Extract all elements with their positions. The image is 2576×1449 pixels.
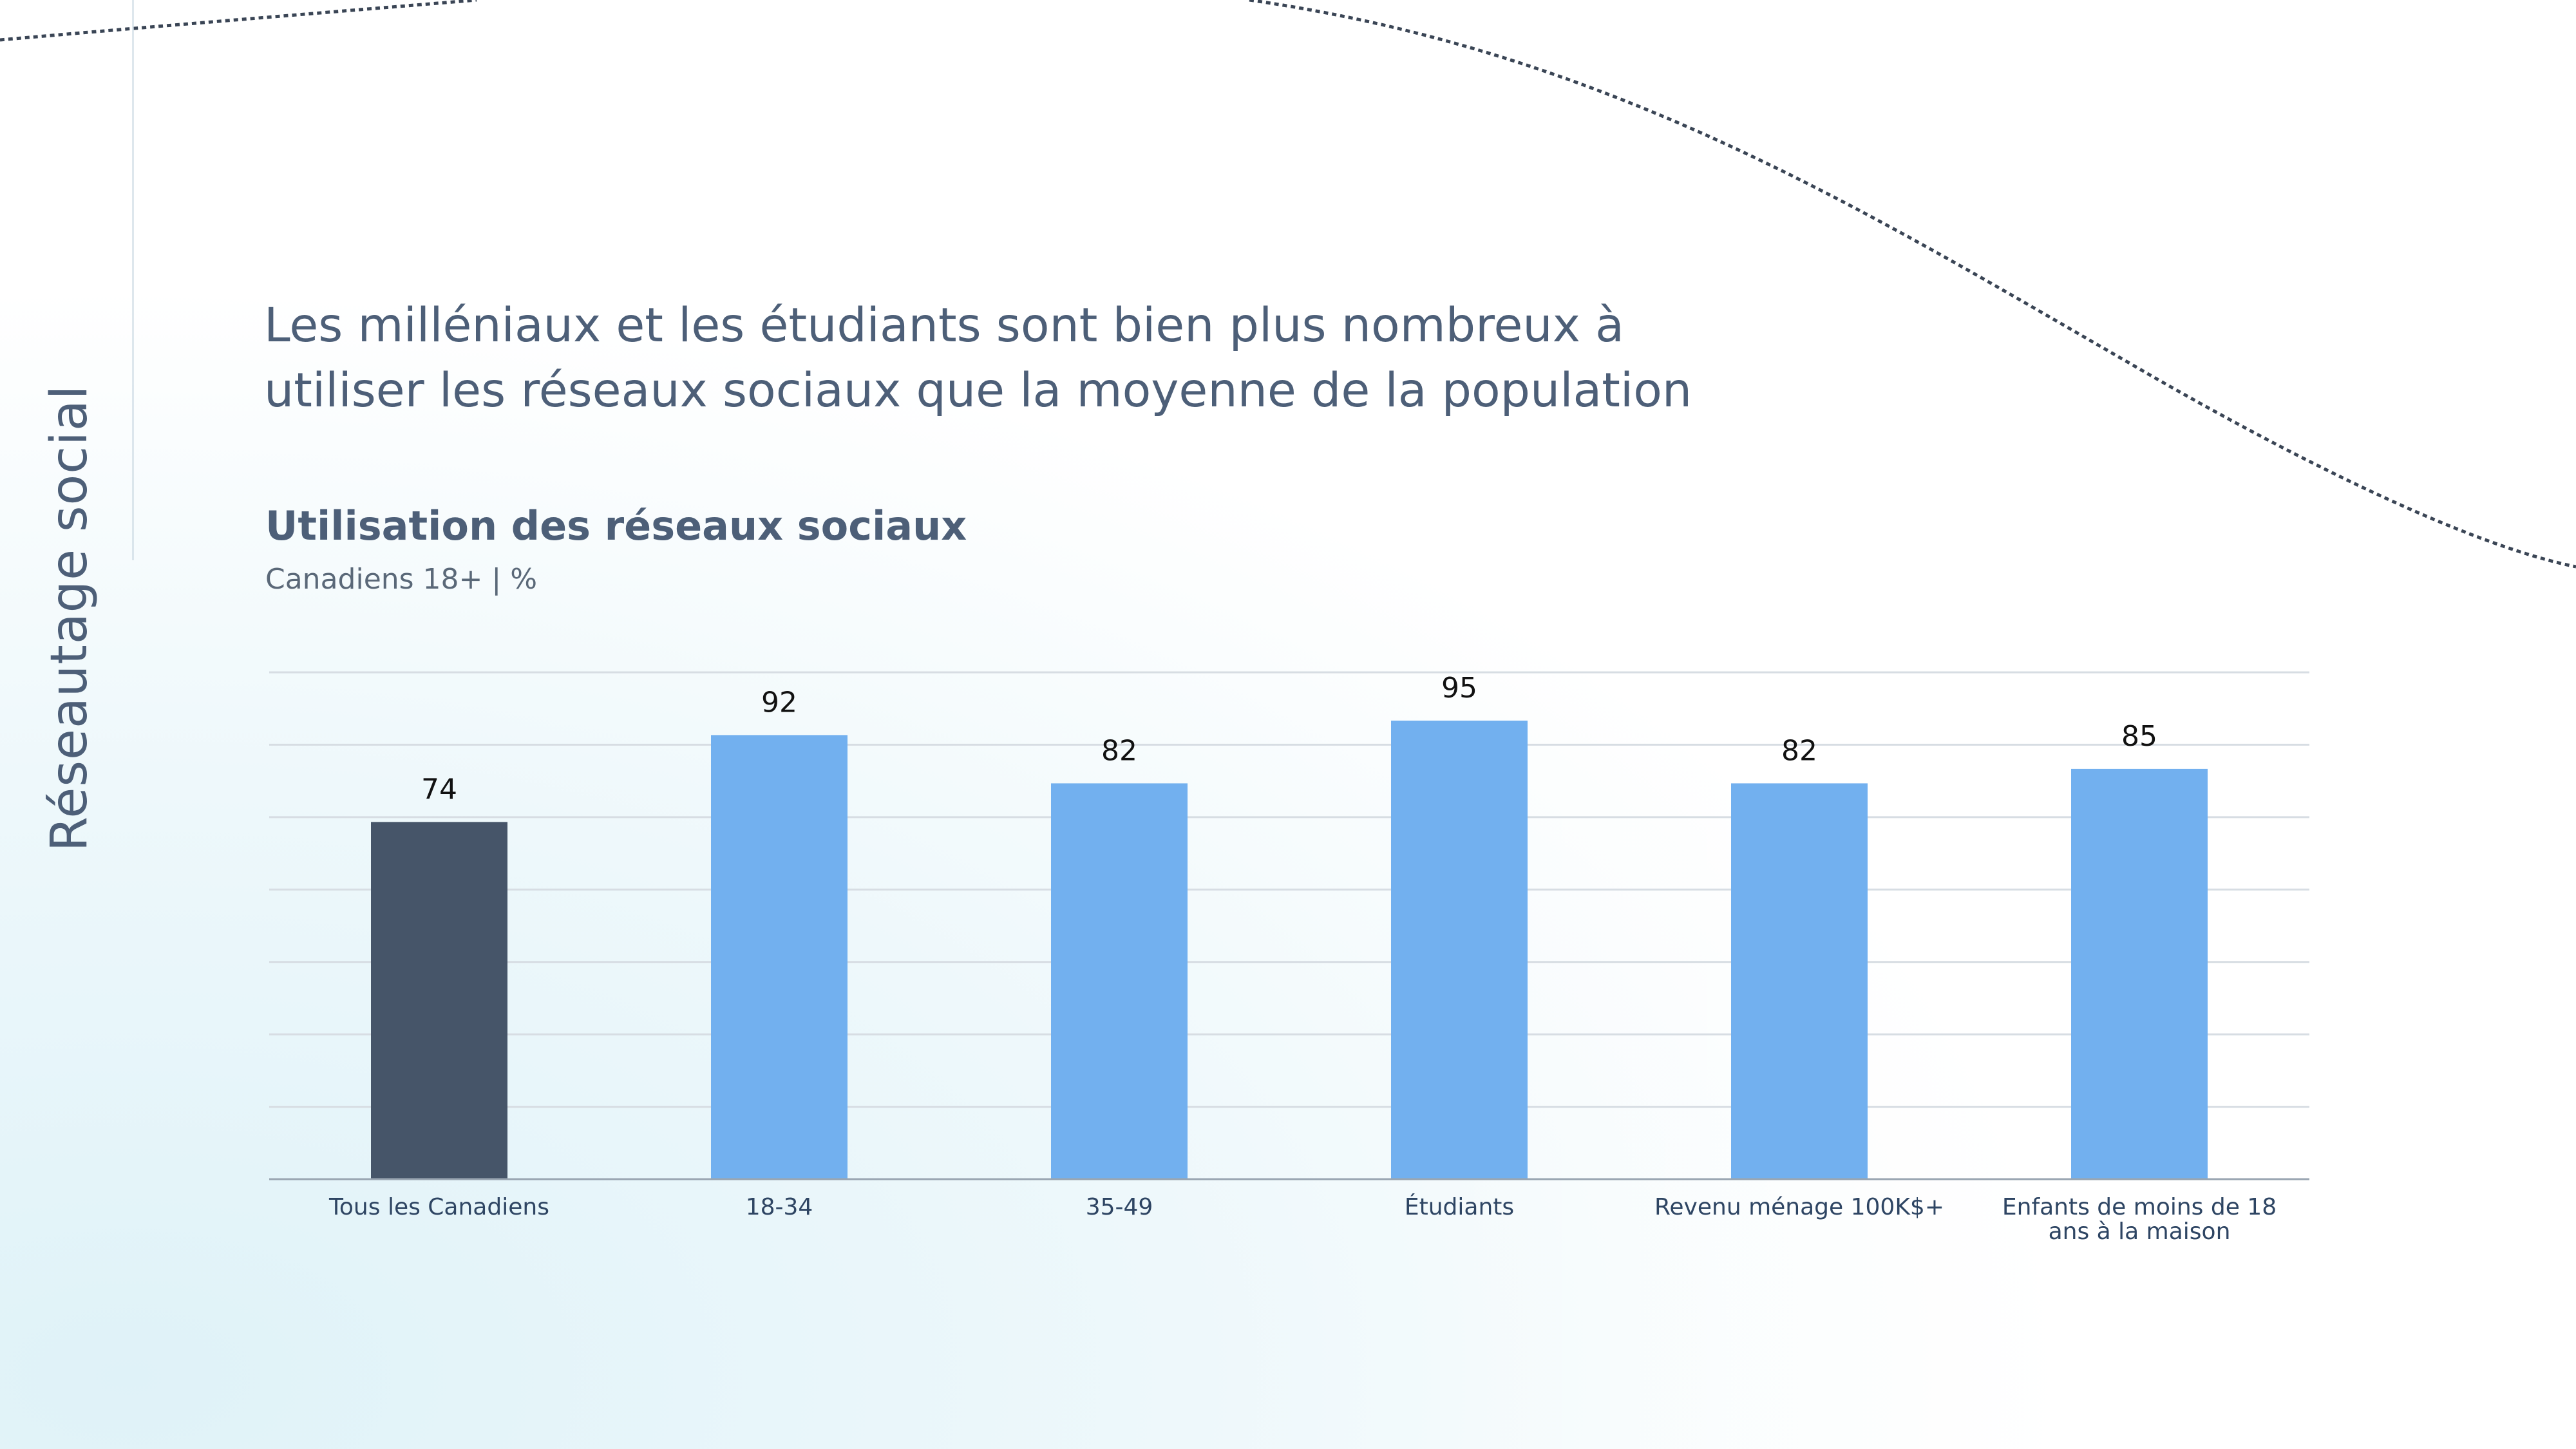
side-divider: [132, 0, 134, 560]
bar-value-label: 85: [2121, 720, 2157, 753]
category-label: Enfants de moins de 18 ans à la maison: [2002, 1194, 2277, 1245]
chart-category-labels: Tous les Canadiens 18-34 35-49 Étudiants Rev…: [328, 1193, 2277, 1245]
chart-value-labels: 74 92 82 95 82 85: [421, 672, 2157, 806]
bar-value-label: 92: [761, 686, 797, 719]
bar-value-label: 95: [1441, 672, 1477, 705]
bar: [1391, 720, 1528, 1179]
bar: [371, 822, 507, 1179]
bar-value-label: 82: [1781, 734, 1817, 767]
decorative-dotted-curve-left: [0, 0, 477, 42]
bar: [2071, 768, 2208, 1179]
chart-title: Utilisation des réseaux sociaux: [265, 502, 967, 549]
bar: [1051, 783, 1188, 1179]
decorative-dotted-curve-right: [1249, 0, 2576, 569]
page-headline: Les milléniaux et les étudiants sont bie…: [264, 298, 1692, 418]
chart-subtitle: Canadiens 18+ | %: [265, 563, 538, 596]
bar: [711, 735, 848, 1179]
chart-gridlines: [269, 671, 2309, 1108]
category-label: 35-49: [1086, 1194, 1153, 1220]
category-label: 18-34: [746, 1194, 813, 1220]
bar: [1731, 783, 1868, 1179]
bar-value-label: 82: [1101, 734, 1137, 767]
category-label: Tous les Canadiens: [328, 1194, 549, 1220]
bar-value-label: 74: [421, 773, 457, 806]
category-label: Revenu ménage 100K$+: [1654, 1194, 1944, 1220]
category-label: Étudiants: [1405, 1193, 1514, 1220]
chart-bars: [371, 720, 2208, 1179]
